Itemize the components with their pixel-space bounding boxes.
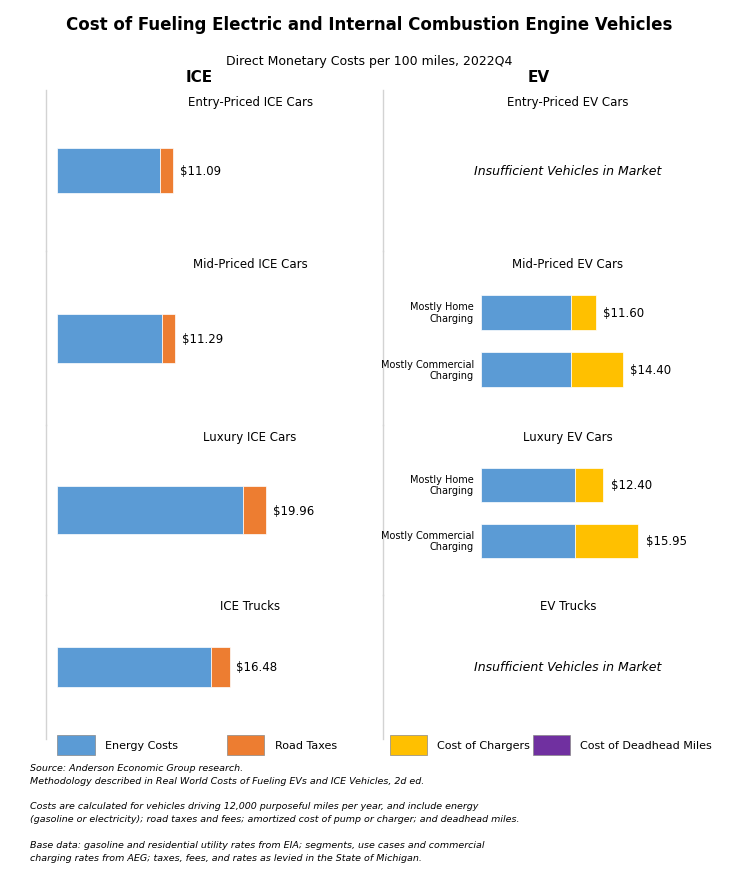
Text: $12.40: $12.40 <box>610 479 652 492</box>
Text: Source: Anderson Economic Group research.
Methodology described in Real World Co: Source: Anderson Economic Group research… <box>30 763 519 862</box>
FancyBboxPatch shape <box>57 487 244 534</box>
Text: Luxury ICE Cars: Luxury ICE Cars <box>204 431 297 444</box>
FancyBboxPatch shape <box>58 735 94 755</box>
FancyBboxPatch shape <box>533 735 570 755</box>
Text: Mostly Home
Charging: Mostly Home Charging <box>410 302 474 323</box>
FancyBboxPatch shape <box>57 149 159 194</box>
FancyBboxPatch shape <box>390 735 427 755</box>
Text: Mid-Priced ICE Cars: Mid-Priced ICE Cars <box>193 257 308 270</box>
FancyBboxPatch shape <box>571 295 596 330</box>
FancyBboxPatch shape <box>57 315 162 363</box>
FancyBboxPatch shape <box>575 524 638 558</box>
Text: Insufficient Vehicles in Market: Insufficient Vehicles in Market <box>475 660 661 673</box>
FancyBboxPatch shape <box>244 487 266 534</box>
Text: Insufficient Vehicles in Market: Insufficient Vehicles in Market <box>475 165 661 178</box>
Text: $11.29: $11.29 <box>182 333 223 345</box>
FancyBboxPatch shape <box>481 468 575 502</box>
Text: Cost of Fueling Electric and Internal Combustion Engine Vehicles: Cost of Fueling Electric and Internal Co… <box>66 16 672 34</box>
Text: $11.60: $11.60 <box>603 307 644 319</box>
FancyBboxPatch shape <box>571 353 623 388</box>
FancyBboxPatch shape <box>481 353 571 388</box>
FancyBboxPatch shape <box>481 295 571 330</box>
Text: $11.09: $11.09 <box>180 165 221 178</box>
Text: Entry-Priced ICE Cars: Entry-Priced ICE Cars <box>187 96 313 109</box>
Text: ICE Trucks: ICE Trucks <box>220 600 280 613</box>
Text: EV Trucks: EV Trucks <box>539 600 596 613</box>
Text: Mid-Priced EV Cars: Mid-Priced EV Cars <box>512 257 624 270</box>
Text: Energy Costs: Energy Costs <box>105 740 178 750</box>
Text: $16.48: $16.48 <box>236 660 277 673</box>
FancyBboxPatch shape <box>162 315 175 363</box>
Text: EV: EV <box>528 70 550 85</box>
Text: Entry-Priced EV Cars: Entry-Priced EV Cars <box>507 96 629 109</box>
FancyBboxPatch shape <box>211 647 230 687</box>
Text: Cost of Chargers: Cost of Chargers <box>438 740 531 750</box>
Text: ICE: ICE <box>186 70 213 85</box>
Text: Mostly Commercial
Charging: Mostly Commercial Charging <box>381 530 474 552</box>
FancyBboxPatch shape <box>57 647 211 687</box>
FancyBboxPatch shape <box>575 468 604 502</box>
Text: Mostly Home
Charging: Mostly Home Charging <box>410 474 474 496</box>
FancyBboxPatch shape <box>481 524 575 558</box>
Text: $15.95: $15.95 <box>646 534 686 547</box>
Text: Mostly Commercial
Charging: Mostly Commercial Charging <box>381 360 474 381</box>
Text: Direct Monetary Costs per 100 miles, 2022Q4: Direct Monetary Costs per 100 miles, 202… <box>226 56 512 68</box>
Text: $19.96: $19.96 <box>273 504 314 517</box>
FancyBboxPatch shape <box>227 735 264 755</box>
FancyBboxPatch shape <box>159 149 173 194</box>
Text: Cost of Deadhead Miles: Cost of Deadhead Miles <box>580 740 712 750</box>
Text: Road Taxes: Road Taxes <box>275 740 337 750</box>
Text: Luxury EV Cars: Luxury EV Cars <box>523 431 613 444</box>
Text: $14.40: $14.40 <box>630 364 672 376</box>
